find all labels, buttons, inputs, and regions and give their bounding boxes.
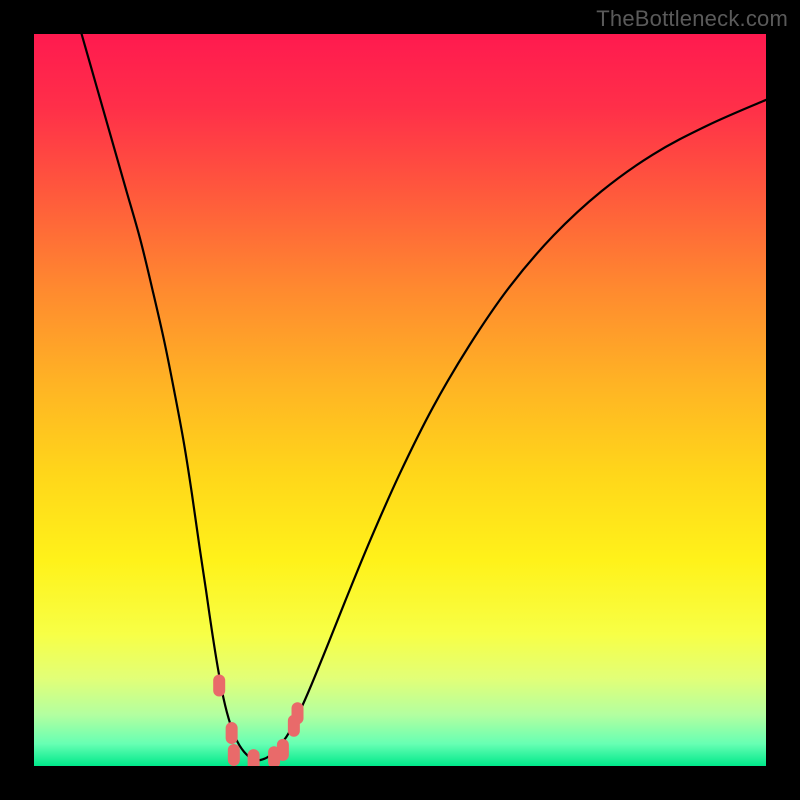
- curve-left_branch: [82, 34, 275, 760]
- data-marker: [248, 749, 260, 766]
- curve-right_branch: [274, 100, 766, 753]
- chart-svg: [34, 34, 766, 766]
- data-marker: [213, 674, 225, 696]
- plot-area: [34, 34, 766, 766]
- watermark-text: TheBottleneck.com: [596, 6, 788, 32]
- curves-layer: [82, 34, 766, 760]
- data-marker: [292, 702, 304, 724]
- data-marker: [226, 722, 238, 744]
- markers-layer: [213, 674, 303, 766]
- data-marker: [277, 739, 289, 761]
- chart-frame: TheBottleneck.com: [0, 0, 800, 800]
- data-marker: [228, 744, 240, 766]
